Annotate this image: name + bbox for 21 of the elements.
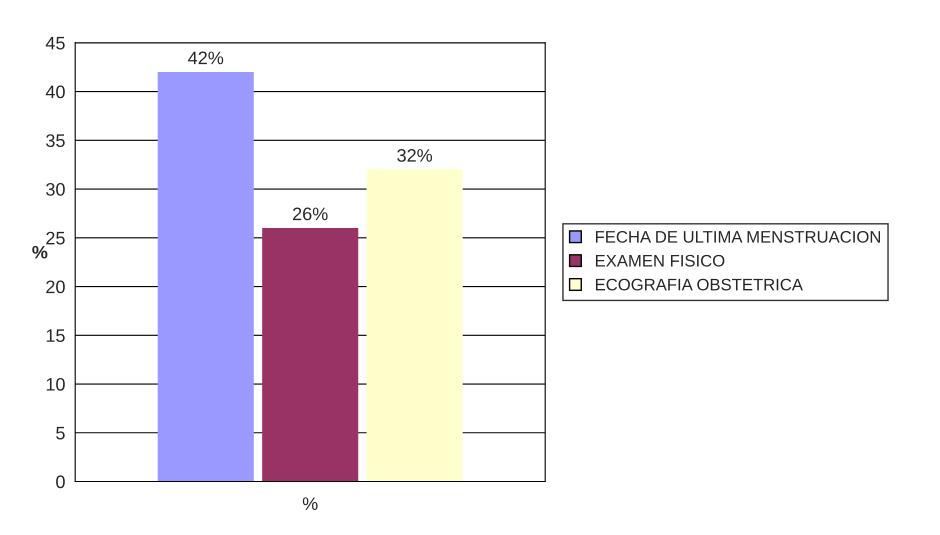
y-tick-label: 10 bbox=[46, 378, 65, 391]
y-axis-title: % bbox=[32, 246, 48, 259]
x-axis-title: % bbox=[302, 497, 318, 510]
legend-label: FECHA DE ULTIMA MENSTRUACION bbox=[596, 230, 880, 243]
data-label: 42% bbox=[188, 52, 224, 64]
legend-label: EXAMEN FISICO bbox=[596, 254, 724, 267]
data-label: 26% bbox=[293, 208, 328, 220]
y-tick-label: 15 bbox=[46, 329, 65, 342]
y-tick-label: 0 bbox=[56, 475, 65, 488]
bar bbox=[366, 170, 463, 482]
bar bbox=[262, 228, 358, 482]
y-tick-label: 5 bbox=[56, 426, 65, 440]
bar bbox=[158, 72, 254, 482]
y-tick-label: 30 bbox=[46, 182, 65, 196]
y-tick-label: 25 bbox=[46, 232, 65, 244]
y-tick-label: 20 bbox=[46, 280, 65, 294]
y-tick-label: 40 bbox=[46, 85, 65, 98]
data-label: 32% bbox=[397, 149, 432, 162]
legend-label: ECOGRAFIA OBSTETRICA bbox=[596, 278, 803, 290]
y-tick-label: 35 bbox=[46, 134, 65, 148]
y-tick-label: 45 bbox=[46, 36, 65, 50]
